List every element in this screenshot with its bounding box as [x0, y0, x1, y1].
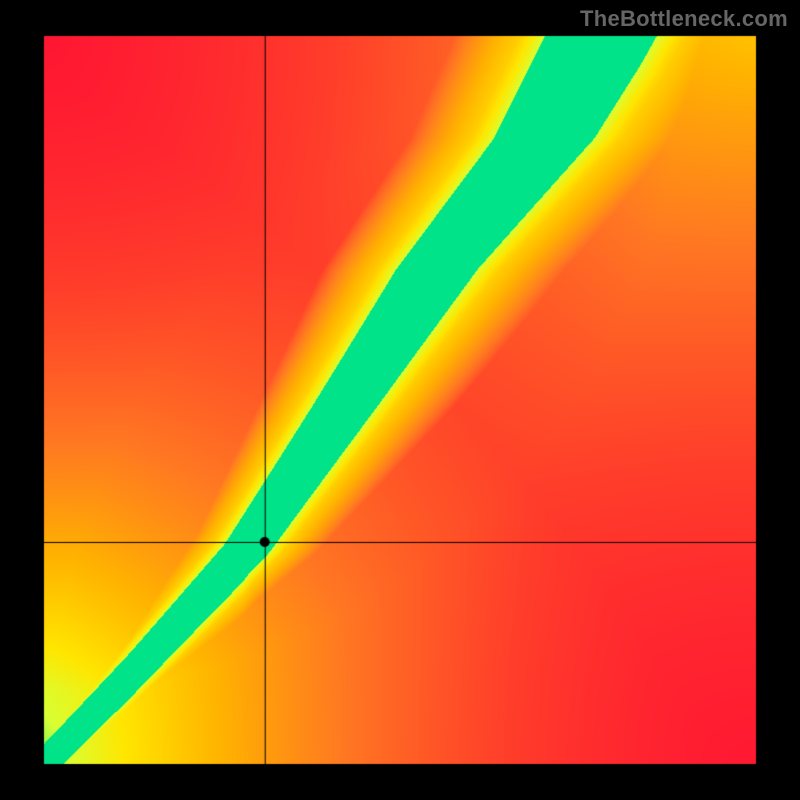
- heatmap-canvas: [0, 0, 800, 800]
- chart-container: TheBottleneck.com: [0, 0, 800, 800]
- watermark-text: TheBottleneck.com: [580, 6, 788, 32]
